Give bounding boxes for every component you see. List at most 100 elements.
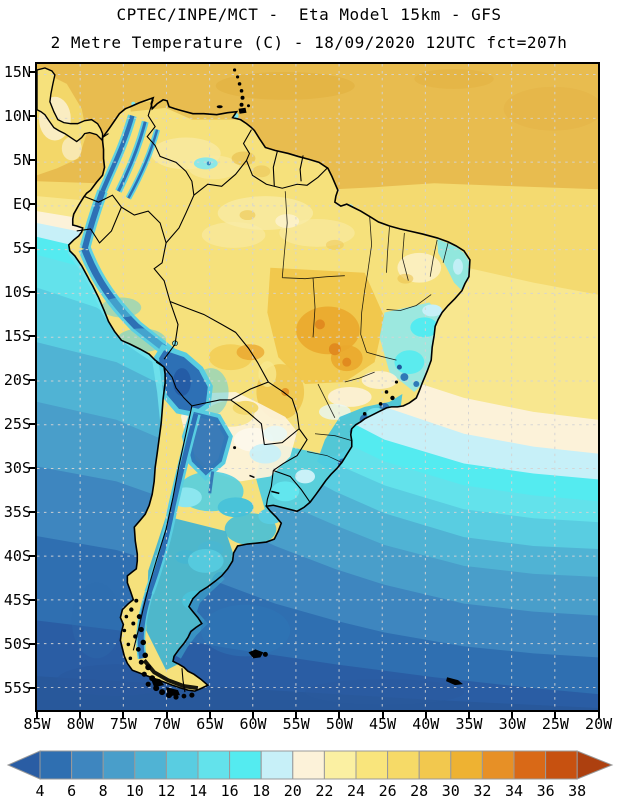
colorbar-tick-label: 16 [221, 782, 239, 800]
x-axis-label: 45W [369, 715, 397, 733]
colorbar-cell [292, 750, 325, 780]
colorbar-over-arrow [576, 750, 614, 780]
x-axis-label: 30W [498, 715, 526, 733]
y-axis-tick [29, 423, 35, 425]
y-axis-label: EQ [12, 195, 31, 213]
colorbar-tick-label: 34 [505, 782, 523, 800]
y-axis-label: 55S [3, 679, 31, 697]
x-axis-label: 35W [455, 715, 483, 733]
colorbar-cell [134, 750, 167, 780]
y-axis-tick [29, 511, 35, 513]
x-axis-tick [468, 712, 470, 718]
x-axis-label: 40W [412, 715, 440, 733]
colorbar: 4 6 8 10 12 14 16 18 20 22 24 26 28 30 32 34 36 38 [6, 750, 614, 800]
colorbar-tick-label: 36 [537, 782, 555, 800]
colorbar-cell [39, 750, 73, 780]
x-axis-tick [381, 712, 384, 718]
y-axis-label: 30S [3, 459, 31, 477]
y-axis-label: 45S [3, 591, 31, 609]
x-axis-label: 80W [66, 715, 94, 733]
y-axis-tick [29, 203, 35, 205]
y-axis-label: 15S [3, 327, 31, 345]
x-axis-label: 85W [23, 715, 51, 733]
x-axis-tick [554, 712, 557, 718]
map-frame [35, 62, 600, 712]
colorbar-tick-label: 8 [99, 782, 108, 800]
y-axis-tick [29, 599, 35, 601]
y-axis-label: 20S [3, 371, 31, 389]
colorbar-cell [165, 750, 199, 780]
y-axis-label: 25S [3, 415, 31, 433]
colorbar-cell [260, 750, 294, 780]
colorbar-cell [323, 750, 357, 780]
page-title-line1: CPTEC/INPE/MCT - Eta Model 15km - GFS [116, 5, 502, 24]
y-axis-tick [29, 555, 35, 557]
colorbar-tick-label: 28 [410, 782, 428, 800]
x-axis-label: 70W [153, 715, 181, 733]
y-axis-label: 10S [3, 283, 31, 301]
patagonia-fjords [122, 598, 199, 700]
colorbar-under-arrow [6, 750, 41, 780]
y-axis-label: 10N [3, 107, 31, 125]
colorbar-tick-label: 30 [442, 782, 460, 800]
x-axis-label: 25W [541, 715, 569, 733]
x-axis-tick [122, 712, 125, 718]
y-axis-tick [29, 71, 35, 73]
y-axis-tick [29, 291, 35, 293]
x-axis-tick [208, 712, 211, 718]
colorbar-cell [481, 750, 515, 780]
x-axis-tick [79, 712, 82, 718]
x-axis-label: 65W [196, 715, 224, 733]
y-axis-label: 35S [3, 503, 31, 521]
y-axis-tick [29, 247, 35, 249]
colorbar-tick-label: 38 [568, 782, 586, 800]
colorbar-tick-label: 24 [347, 782, 365, 800]
y-axis-tick [29, 335, 35, 337]
x-axis-tick [511, 712, 514, 718]
colorbar-cell [102, 750, 136, 780]
x-axis-tick [36, 712, 38, 718]
colorbar-tick-label: 14 [189, 782, 207, 800]
y-axis-tick [29, 643, 35, 645]
colorbar-tick-label: 12 [157, 782, 175, 800]
y-axis-tick [29, 159, 35, 161]
colorbar-cell [355, 750, 389, 780]
colorbar-cell [229, 750, 262, 780]
y-axis-label: 40S [3, 547, 31, 565]
x-axis-label: 75W [109, 715, 137, 733]
y-axis-tick [29, 467, 35, 469]
colorbar-cell [545, 750, 578, 780]
y-axis-label: 5S [12, 239, 31, 257]
y-axis-label: 5N [12, 151, 31, 169]
x-axis-label: 50W [325, 715, 353, 733]
colorbar-cell [71, 750, 104, 780]
x-axis-label: 55W [282, 715, 310, 733]
temperature-map [37, 64, 598, 710]
coastlines-and-borders [37, 67, 471, 693]
colorbar-cell [513, 750, 547, 780]
x-axis-tick [295, 712, 298, 718]
x-axis-label: 20W [585, 715, 613, 733]
colorbar-tick-label: 26 [379, 782, 397, 800]
colorbar-tick-label: 20 [284, 782, 302, 800]
colorbar-cell [197, 750, 231, 780]
page-title-line2: 2 Metre Temperature (C) - 18/09/2020 12U… [50, 33, 568, 52]
x-axis-tick [165, 712, 168, 718]
colorbar-cell [450, 750, 483, 780]
x-axis-tick [424, 712, 427, 718]
colorbar-tick-label: 6 [67, 782, 76, 800]
islands-and-terrain-marks [122, 68, 463, 700]
gridlines [37, 64, 598, 710]
colorbar-tick-label: 22 [315, 782, 333, 800]
colorbar-tick-label: 4 [35, 782, 44, 800]
country-borders [76, 99, 329, 693]
x-axis-label: 60W [239, 715, 267, 733]
colorbar-tick-label: 32 [473, 782, 491, 800]
x-axis-tick [252, 712, 254, 718]
state-borders [281, 191, 449, 463]
colorbar-tick-label: 10 [126, 782, 144, 800]
y-axis-tick [29, 115, 35, 117]
y-axis-label: 15N [3, 63, 31, 81]
colorbar-cell [418, 750, 452, 780]
colorbar-tick-label: 18 [252, 782, 270, 800]
